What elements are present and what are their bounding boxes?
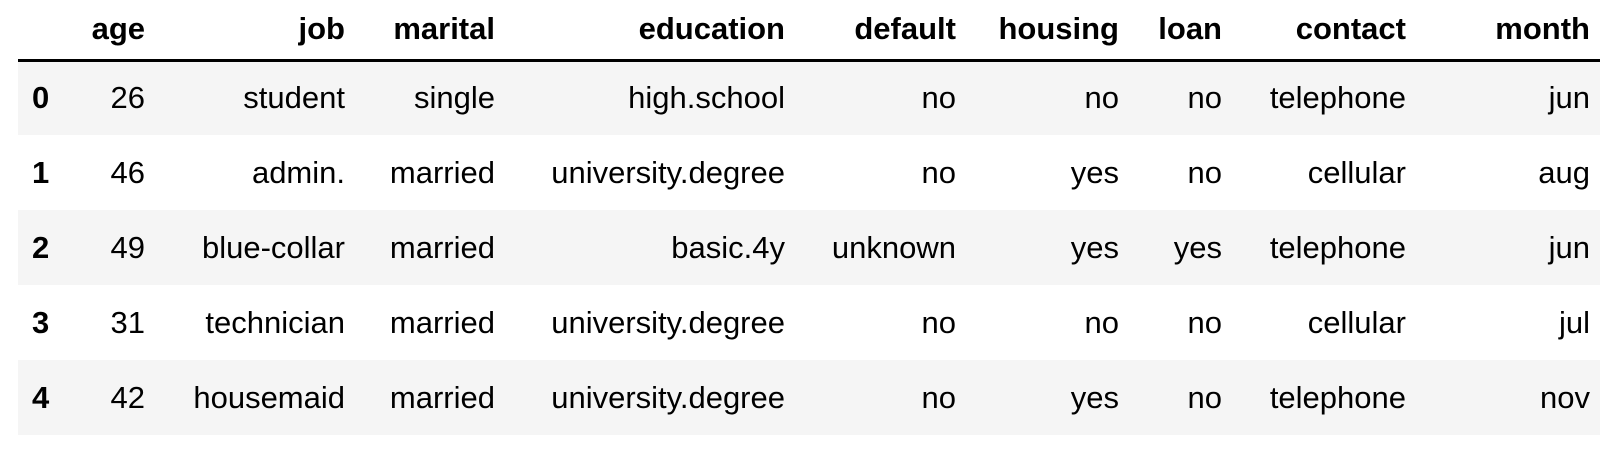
cell-age: 31: [110, 304, 145, 340]
header-job: job: [155, 0, 355, 62]
dataframe-table-container: age job marital education default housin…: [18, 0, 1600, 435]
cell-housing: yes: [1070, 154, 1119, 190]
header-index: [18, 0, 80, 62]
cell-loan: no: [1187, 379, 1222, 415]
header-contact: contact: [1232, 0, 1416, 62]
table-row: 0 26 student single high.school no no no…: [18, 60, 1600, 135]
table-body: 0 26 student single high.school no no no…: [18, 60, 1600, 435]
cell-job: housemaid: [193, 379, 345, 415]
cell-contact: telephone: [1269, 229, 1406, 265]
row-index: 3: [32, 304, 50, 340]
cell-housing: no: [1084, 304, 1119, 340]
cell-default: no: [921, 379, 956, 415]
cell-month: jun: [1548, 229, 1590, 265]
cell-education: university.degree: [551, 304, 785, 340]
cell-marital: married: [389, 304, 495, 340]
header-marital: marital: [355, 0, 505, 62]
cell-month: jun: [1548, 80, 1590, 116]
cell-loan: no: [1187, 80, 1222, 116]
cell-contact: cellular: [1307, 304, 1406, 340]
table-row: 2 49 blue-collar married basic.4y unknow…: [18, 210, 1600, 285]
cell-default: unknown: [831, 229, 956, 265]
cell-housing: no: [1084, 80, 1119, 116]
cell-age: 26: [110, 80, 145, 116]
cell-contact: cellular: [1307, 154, 1406, 190]
header-month: month: [1416, 0, 1600, 62]
cell-job: student: [243, 80, 345, 116]
cell-default: no: [921, 80, 956, 116]
cell-marital: married: [389, 154, 495, 190]
cell-month: aug: [1538, 154, 1590, 190]
cell-job: admin.: [251, 154, 345, 190]
cell-age: 49: [110, 229, 145, 265]
header-age: age: [80, 0, 155, 62]
cell-month: nov: [1540, 379, 1590, 415]
cell-loan: no: [1187, 154, 1222, 190]
cell-loan: no: [1187, 304, 1222, 340]
cell-housing: yes: [1070, 379, 1119, 415]
cell-job: technician: [205, 304, 345, 340]
row-index: 0: [32, 80, 50, 116]
table-row: 4 42 housemaid married university.degree…: [18, 360, 1600, 435]
dataframe-table: age job marital education default housin…: [18, 0, 1600, 435]
cell-age: 46: [110, 154, 145, 190]
cell-education: university.degree: [551, 154, 785, 190]
row-index: 2: [32, 229, 50, 265]
row-index: 1: [32, 154, 50, 190]
table-row: 1 46 admin. married university.degree no…: [18, 135, 1600, 210]
table-header: age job marital education default housin…: [18, 0, 1600, 62]
cell-marital: single: [414, 80, 495, 116]
cell-marital: married: [389, 379, 495, 415]
cell-housing: yes: [1070, 229, 1119, 265]
header-housing: housing: [966, 0, 1129, 62]
header-row: age job marital education default housin…: [18, 0, 1600, 62]
cell-loan: yes: [1173, 229, 1222, 265]
cell-default: no: [921, 304, 956, 340]
table-row: 3 31 technician married university.degre…: [18, 285, 1600, 360]
header-education: education: [505, 0, 795, 62]
cell-job: blue-collar: [201, 229, 345, 265]
header-loan: loan: [1129, 0, 1232, 62]
row-index: 4: [32, 379, 50, 415]
cell-contact: telephone: [1269, 80, 1406, 116]
cell-month: jul: [1558, 304, 1590, 340]
cell-education: basic.4y: [671, 229, 785, 265]
cell-contact: telephone: [1269, 379, 1406, 415]
cell-education: university.degree: [551, 379, 785, 415]
cell-education: high.school: [628, 80, 785, 116]
cell-marital: married: [389, 229, 495, 265]
cell-age: 42: [110, 379, 145, 415]
header-default: default: [795, 0, 966, 62]
cell-default: no: [921, 154, 956, 190]
